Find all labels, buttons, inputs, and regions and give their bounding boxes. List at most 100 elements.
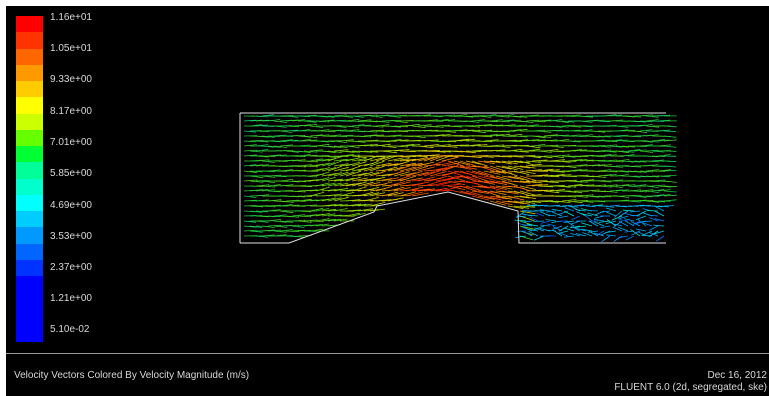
vector-arrow — [495, 195, 513, 200]
vector-arrow — [519, 195, 537, 200]
vector-arrow — [579, 179, 595, 182]
vector-arrow — [495, 165, 512, 170]
vector-arrow — [249, 150, 263, 153]
vector-arrow — [579, 204, 591, 207]
vector-arrow — [411, 172, 429, 177]
vector-arrow — [489, 170, 507, 174]
vector-arrow — [369, 155, 386, 158]
vector-arrow — [285, 119, 299, 122]
vector-arrow — [405, 177, 423, 182]
vector-arrow — [387, 197, 404, 202]
vector-arrow — [519, 210, 536, 215]
vector-arrow — [579, 129, 593, 132]
vector-arrow — [579, 115, 594, 118]
vector-arrow — [507, 205, 524, 209]
vector-arrow — [387, 170, 405, 177]
vector-arrow — [635, 228, 647, 232]
vector-arrow — [477, 115, 492, 118]
vector-arrow — [537, 135, 552, 138]
vector-arrow — [357, 203, 373, 207]
vector-arrow — [471, 190, 489, 194]
vector-arrow — [552, 229, 563, 237]
vector-arrow — [333, 196, 349, 202]
vector-arrow — [513, 150, 529, 153]
vector-arrow — [381, 191, 399, 197]
vector-arrow — [495, 175, 512, 181]
vector-arrow — [327, 156, 343, 162]
vector-arrow — [555, 174, 572, 177]
vector-arrow — [267, 229, 281, 232]
vector-arrow — [309, 228, 324, 232]
vector-arrow — [333, 149, 349, 152]
vector-arrow — [483, 160, 501, 163]
vector-arrow — [618, 219, 629, 222]
vector-arrow — [453, 160, 471, 166]
vector-arrow — [531, 139, 546, 142]
vector-arrow — [663, 194, 677, 197]
vector-arrow — [507, 160, 524, 164]
vector-arrow — [261, 160, 275, 163]
vector-arrow — [489, 180, 507, 186]
vector-arrow — [645, 115, 659, 118]
vector-arrow — [423, 119, 438, 122]
vector-arrow — [489, 149, 506, 152]
vector-arrow — [527, 214, 539, 217]
vector-arrow — [285, 180, 300, 183]
vector-arrow — [279, 139, 293, 142]
vector-arrow — [633, 120, 647, 123]
vector-arrow — [639, 140, 653, 143]
vector-arrow — [627, 189, 642, 192]
vector-arrow — [321, 130, 336, 133]
vector-arrow — [513, 175, 530, 182]
vector-arrow — [261, 114, 275, 117]
vector-arrow — [615, 159, 630, 162]
vector-arrow — [351, 140, 366, 143]
vector-arrow — [618, 235, 629, 239]
vector-arrow — [405, 162, 423, 167]
vector-arrow — [363, 114, 378, 117]
vector-arrow — [345, 170, 362, 177]
vector-arrow — [267, 204, 281, 207]
vector-arrow — [561, 165, 577, 168]
vector-arrow — [639, 150, 654, 153]
vector-arrow — [387, 181, 406, 187]
vector-arrow — [327, 214, 342, 217]
vector-arrow — [477, 195, 495, 200]
vector-arrow — [345, 176, 362, 182]
vector-arrow — [609, 139, 623, 142]
vector-arrow — [435, 190, 455, 192]
vector-arrow — [345, 182, 362, 187]
vector-arrow — [663, 190, 677, 193]
vector-arrow — [624, 218, 635, 222]
vector-arrow — [579, 120, 593, 123]
vector-arrow — [321, 119, 335, 122]
vector-arrow — [405, 123, 420, 127]
vector-arrow — [567, 155, 582, 158]
scale-label-2: 9.33e+00 — [50, 74, 92, 85]
color-swatch — [16, 32, 43, 49]
vector-arrow — [631, 220, 641, 226]
graphics-viewport[interactable]: 1.16e+01 1.05e+01 9.33e+00 8.17e+00 7.01… — [6, 6, 769, 353]
vector-arrow — [243, 195, 257, 198]
vector-arrow — [345, 129, 360, 132]
vector-arrow — [606, 219, 617, 227]
vector-arrow — [609, 135, 623, 138]
scale-label-8: 2.37e+00 — [50, 262, 92, 273]
vector-arrow — [471, 175, 489, 182]
vector-arrow — [327, 155, 342, 158]
vector-arrow — [621, 184, 636, 187]
vector-arrow — [609, 114, 623, 117]
vector-arrow — [501, 175, 519, 180]
vector-arrow — [630, 221, 641, 227]
vector-arrow — [483, 114, 497, 117]
vector-arrow — [303, 160, 318, 163]
vector-arrow — [521, 224, 533, 227]
vector-arrow — [633, 160, 647, 163]
vector-arrow — [357, 135, 372, 138]
vector-arrow — [603, 150, 617, 153]
color-swatch — [16, 243, 43, 261]
vector-arrow — [641, 220, 653, 223]
vector-arrow — [471, 119, 485, 122]
vector-arrow — [255, 164, 269, 167]
vector-arrow — [483, 195, 502, 201]
